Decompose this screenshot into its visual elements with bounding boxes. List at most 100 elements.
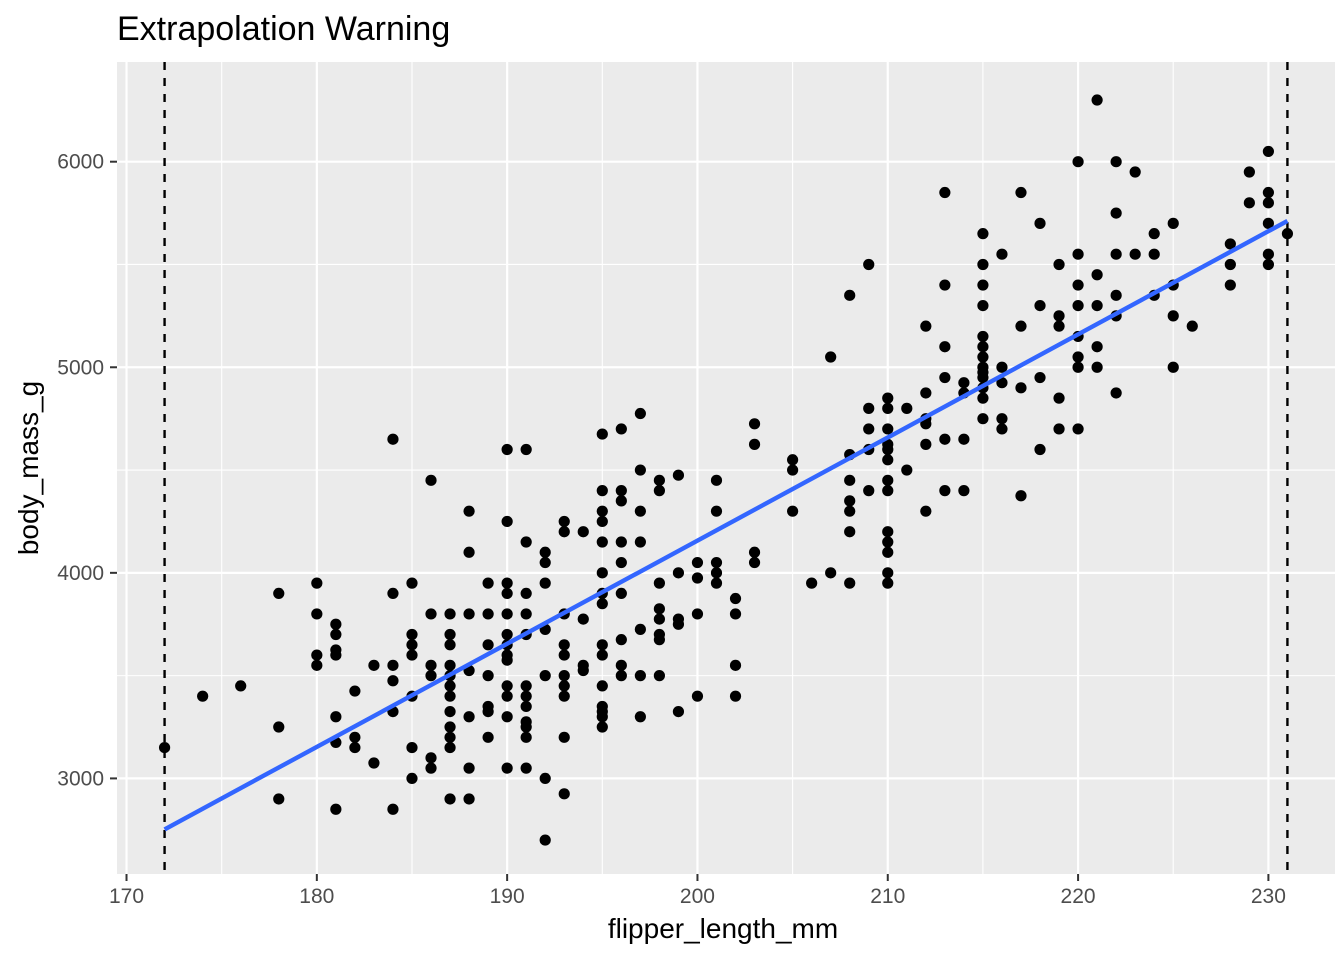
data-point (653, 670, 665, 682)
data-point (1034, 217, 1046, 229)
data-point (653, 634, 665, 646)
data-point (406, 772, 418, 785)
data-point (1072, 300, 1084, 312)
data-point (882, 536, 894, 548)
data-point (330, 649, 342, 661)
data-point (710, 567, 723, 579)
data-point (520, 700, 532, 713)
data-point (1015, 490, 1027, 502)
minor-gridlines (117, 62, 1335, 874)
reference-lines (163, 62, 1289, 874)
data-point (1110, 248, 1122, 260)
data-point (1129, 248, 1141, 260)
data-point (1262, 186, 1274, 199)
data-point (882, 423, 894, 435)
data-point (729, 608, 742, 620)
data-point (615, 495, 627, 507)
data-point (748, 418, 761, 430)
data-point (653, 485, 665, 497)
data-point (844, 495, 856, 507)
fit-line-group (163, 218, 1289, 832)
data-point (1015, 382, 1027, 394)
data-point (520, 762, 532, 774)
x-tick-label: 230 (1251, 885, 1286, 908)
data-point (311, 608, 323, 620)
data-point (977, 413, 989, 425)
data-point (615, 536, 627, 548)
data-point (349, 731, 361, 743)
data-point (615, 556, 627, 569)
data-point (691, 556, 704, 569)
data-point (748, 438, 761, 450)
data-point (1262, 197, 1274, 209)
data-point (444, 731, 456, 743)
data-point (996, 423, 1008, 435)
data-point (501, 628, 513, 641)
x-tick-label: 200 (680, 885, 715, 908)
data-point (787, 464, 799, 476)
data-point (806, 577, 818, 589)
data-point (273, 793, 285, 805)
data-point (425, 670, 437, 682)
y-tick-label: 6000 (57, 151, 104, 174)
data-point (882, 485, 894, 497)
data-point (444, 608, 456, 620)
data-point (977, 228, 989, 240)
data-point (520, 731, 532, 743)
data-point (844, 289, 856, 301)
data-point (425, 659, 437, 671)
data-point (634, 623, 646, 635)
data-point (653, 613, 665, 625)
data-point (920, 387, 932, 399)
data-point (330, 803, 342, 815)
data-point (1034, 443, 1046, 456)
data-point (577, 664, 589, 677)
data-point (977, 351, 989, 363)
data-point (672, 567, 685, 579)
data-point (406, 639, 418, 651)
data-point (1224, 258, 1236, 271)
data-point (825, 567, 837, 579)
data-point (1243, 166, 1255, 178)
data-point (748, 546, 761, 558)
x-tick-label: 220 (1061, 885, 1096, 908)
data-point (958, 485, 970, 497)
data-point (882, 454, 894, 466)
data-point (596, 505, 608, 517)
chart-title: Extrapolation Warning (117, 10, 450, 48)
data-point (596, 711, 608, 723)
data-point (501, 711, 513, 723)
data-point (920, 505, 932, 517)
data-point (311, 577, 323, 589)
data-point (939, 341, 951, 353)
data-point (482, 608, 494, 620)
data-point (1110, 156, 1122, 168)
data-point (406, 577, 418, 589)
data-point (920, 438, 932, 450)
y-axis-title: body_mass_g (13, 381, 44, 555)
data-point (501, 608, 513, 620)
data-point (501, 587, 513, 599)
data-point (235, 680, 247, 692)
data-point (1262, 145, 1274, 158)
data-point (596, 567, 608, 579)
data-point (425, 752, 437, 764)
data-point (634, 505, 646, 517)
data-point (825, 351, 837, 363)
data-point (501, 443, 513, 456)
data-point (1072, 279, 1084, 291)
data-point (977, 341, 989, 353)
data-point (1167, 217, 1179, 229)
data-point (863, 258, 875, 271)
data-point (368, 659, 380, 671)
data-point (691, 572, 704, 584)
data-point (558, 649, 570, 661)
data-point (577, 613, 589, 625)
data-point (558, 670, 570, 682)
data-point (406, 628, 418, 641)
data-point (1072, 351, 1084, 363)
data-point (444, 659, 456, 671)
data-point (463, 762, 475, 774)
data-point (634, 711, 646, 723)
data-point (787, 454, 799, 466)
